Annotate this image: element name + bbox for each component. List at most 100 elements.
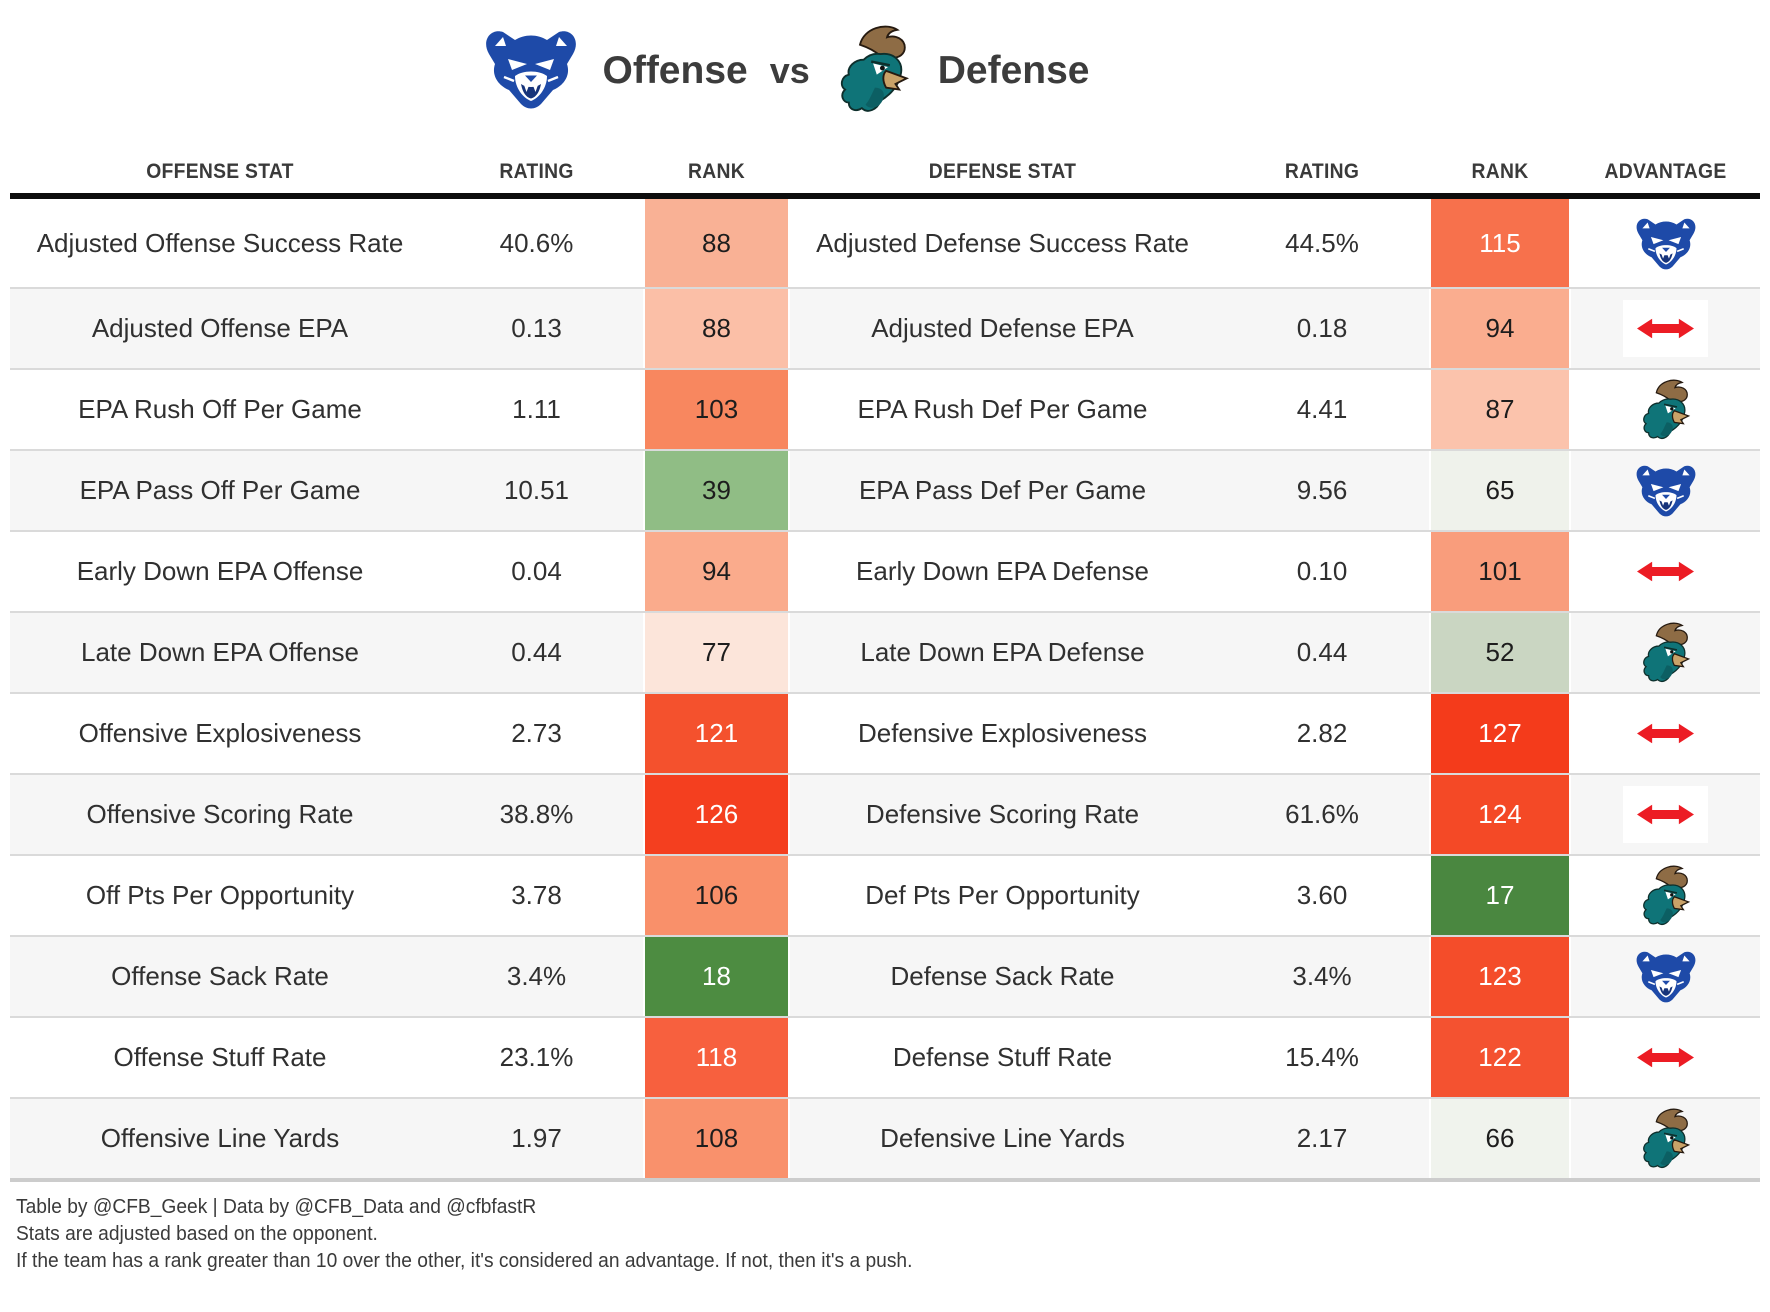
defense-rating-value: 0.10 <box>1296 556 1348 587</box>
offense-title-label: Offense <box>602 49 748 92</box>
table-row: Late Down EPA Offense 0.44 77 Late Down … <box>10 611 1760 692</box>
table-row: Offense Stuff Rate 23.1% 118 Defense Stu… <box>10 1016 1760 1097</box>
offense-rating-value: 1.97 <box>511 1123 562 1154</box>
defense-team-logo-icon <box>1642 865 1690 925</box>
defense-rating-value: 0.18 <box>1296 313 1348 344</box>
header-defense-rank: Rank <box>1471 159 1529 183</box>
offense-rank-cell: 39 <box>643 451 790 530</box>
advantage-cell <box>1571 289 1760 368</box>
defense-stat-label: Defensive Scoring Rate <box>865 799 1140 830</box>
table-row: Offensive Explosiveness 2.73 121 Defensi… <box>10 692 1760 773</box>
header-offense-rank: Rank <box>688 159 745 183</box>
header-defense-rating: Rating <box>1284 159 1360 183</box>
defense-team-logo-icon <box>1642 622 1690 682</box>
advantage-cell <box>1571 694 1760 773</box>
defense-stat-label: Defense Stuff Rate <box>892 1042 1113 1073</box>
table-row: Offensive Scoring Rate 38.8% 126 Defensi… <box>10 773 1760 854</box>
offense-rating-value: 0.13 <box>511 313 562 344</box>
table-row: Off Pts Per Opportunity 3.78 106 Def Pts… <box>10 854 1760 935</box>
defense-rank-cell: 52 <box>1429 613 1571 692</box>
advantage-cell <box>1571 1099 1760 1178</box>
offense-rating-value: 0.44 <box>511 637 562 668</box>
defense-rank-cell: 17 <box>1429 856 1571 935</box>
offense-team-logo-icon <box>1636 465 1695 517</box>
offense-rating-value: 23.1% <box>499 1042 574 1073</box>
defense-stat-label: Early Down EPA Defense <box>856 556 1149 587</box>
stats-table: Offense Stat Rating Rank Defense Stat Ra… <box>10 136 1760 1182</box>
defense-rating-value: 9.56 <box>1296 475 1348 506</box>
push-arrow-icon <box>1623 705 1708 762</box>
advantage-cell <box>1571 532 1760 611</box>
table-row: Adjusted Offense Success Rate 40.6% 88 A… <box>10 199 1760 287</box>
table-row: EPA Pass Off Per Game 10.51 39 EPA Pass … <box>10 449 1760 530</box>
advantage-cell <box>1571 370 1760 449</box>
push-arrow-icon <box>1623 543 1708 600</box>
defense-rank-cell: 94 <box>1429 289 1571 368</box>
offense-stat-label: Offensive Line Yards <box>100 1123 340 1154</box>
defense-rank-cell: 65 <box>1429 451 1571 530</box>
offense-rank-cell: 88 <box>643 289 790 368</box>
table-row: EPA Rush Off Per Game 1.11 103 EPA Rush … <box>10 368 1760 449</box>
offense-stat-label: Adjusted Offense EPA <box>91 313 349 344</box>
defense-stat-label: Defensive Explosiveness <box>857 718 1148 749</box>
defense-rank-cell: 87 <box>1429 370 1571 449</box>
offense-rank-cell: 121 <box>643 694 790 773</box>
defense-team-logo-icon <box>1642 1108 1690 1168</box>
defense-rank-cell: 122 <box>1429 1018 1571 1097</box>
offense-stat-label: Offense Sack Rate <box>111 961 329 992</box>
offense-rank-cell: 103 <box>643 370 790 449</box>
table-title: Offense vs Defense <box>0 0 1770 136</box>
defense-rating-value: 4.41 <box>1296 394 1348 425</box>
advantage-cell <box>1571 199 1760 287</box>
offense-rating-value: 0.04 <box>511 556 562 587</box>
defense-rank-cell: 127 <box>1429 694 1571 773</box>
defense-rating-value: 61.6% <box>1285 799 1359 830</box>
offense-rating-value: 38.8% <box>499 799 574 830</box>
defense-team-logo-icon <box>1642 379 1690 439</box>
defense-team-logo-icon <box>832 22 916 121</box>
header-offense-rating: Rating <box>499 159 574 183</box>
defense-stat-label: Defense Sack Rate <box>890 961 1115 992</box>
offense-stat-label: Offensive Scoring Rate <box>86 799 354 830</box>
offense-rank-cell: 106 <box>643 856 790 935</box>
defense-rank-cell: 115 <box>1429 199 1571 287</box>
offense-rank-cell: 77 <box>643 613 790 692</box>
defense-stat-label: Adjusted Defense Success Rate <box>816 227 1189 258</box>
footer-note-adjusted: Stats are adjusted based on the opponent… <box>16 1223 378 1245</box>
advantage-cell <box>1571 775 1760 854</box>
defense-rating-value: 44.5% <box>1285 227 1359 258</box>
defense-rank-cell: 123 <box>1429 937 1571 1016</box>
header-advantage: Advantage <box>1604 159 1727 183</box>
defense-rank-cell: 66 <box>1429 1099 1571 1178</box>
defense-stat-label: Defensive Line Yards <box>880 1123 1125 1154</box>
advantage-cell <box>1571 451 1760 530</box>
footer-note-advantage-rule: If the team has a rank greater than 10 o… <box>16 1250 913 1272</box>
defense-stat-label: Def Pts Per Opportunity <box>865 880 1140 911</box>
defense-rating-value: 3.4% <box>1292 961 1352 992</box>
defense-rating-value: 2.17 <box>1296 1123 1348 1154</box>
advantage-cell <box>1571 613 1760 692</box>
header-defense-stat: Defense Stat <box>928 159 1077 183</box>
offense-rating-value: 3.78 <box>511 880 562 911</box>
offense-team-logo-icon <box>481 24 581 119</box>
offense-stat-label: Offensive Explosiveness <box>78 718 362 749</box>
table-row: Adjusted Offense EPA 0.13 88 Adjusted De… <box>10 287 1760 368</box>
defense-stat-label: Adjusted Defense EPA <box>871 313 1134 344</box>
offense-rank-cell: 18 <box>643 937 790 1016</box>
defense-stat-label: EPA Rush Def Per Game <box>857 394 1148 425</box>
offense-team-logo-icon <box>1636 218 1695 269</box>
defense-rank-cell: 124 <box>1429 775 1571 854</box>
advantage-cell <box>1571 1018 1760 1097</box>
offense-stat-label: Late Down EPA Offense <box>81 637 359 668</box>
defense-rank-cell: 101 <box>1429 532 1571 611</box>
offense-rank-cell: 94 <box>643 532 790 611</box>
advantage-cell <box>1571 856 1760 935</box>
advantage-cell <box>1571 937 1760 1016</box>
offense-stat-label: Offense Stuff Rate <box>113 1042 327 1073</box>
offense-rating-value: 40.6% <box>499 227 574 258</box>
offense-rating-value: 3.4% <box>506 961 567 992</box>
offense-team-logo-icon <box>1636 951 1695 1003</box>
push-arrow-icon <box>1623 1029 1708 1086</box>
offense-rank-cell: 126 <box>643 775 790 854</box>
offense-rank-cell: 108 <box>643 1099 790 1178</box>
